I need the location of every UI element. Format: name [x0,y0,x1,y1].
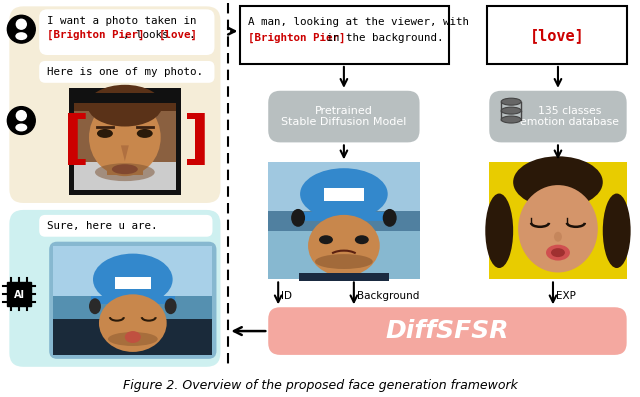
Text: , looks: , looks [123,30,175,40]
Text: [: [ [63,113,90,170]
Ellipse shape [546,245,570,260]
Ellipse shape [485,193,513,268]
FancyBboxPatch shape [39,215,212,237]
Bar [53,319,212,355]
Bar [53,296,212,321]
Bar [489,162,627,279]
Ellipse shape [315,254,372,269]
Bar [487,6,627,64]
Ellipse shape [513,156,603,208]
Ellipse shape [501,107,521,114]
Bar [115,278,151,289]
Bar [299,274,388,281]
Text: 135 classes
emotion database: 135 classes emotion database [520,106,620,127]
FancyBboxPatch shape [489,91,627,143]
FancyBboxPatch shape [268,91,420,143]
Circle shape [17,19,26,29]
Ellipse shape [603,193,630,268]
Ellipse shape [319,235,333,244]
Ellipse shape [99,294,166,352]
Bar [298,212,390,221]
Ellipse shape [89,99,161,176]
Bar [69,88,180,195]
Circle shape [17,111,26,121]
Text: in the background.: in the background. [320,33,444,43]
Bar [107,155,143,175]
Bar [8,282,31,306]
Ellipse shape [355,235,369,244]
Ellipse shape [97,129,113,138]
Text: Background: Background [357,291,419,301]
Text: AI: AI [14,290,25,300]
Text: ]: ] [182,113,209,170]
FancyBboxPatch shape [268,307,627,355]
Bar [74,93,175,111]
Text: [love]: [love] [529,28,584,42]
FancyBboxPatch shape [49,242,216,359]
Text: ID: ID [281,291,292,301]
Ellipse shape [15,123,28,131]
Circle shape [8,107,35,135]
Bar [268,162,420,279]
Ellipse shape [112,164,138,174]
Bar [91,296,175,304]
Ellipse shape [164,298,177,314]
Text: Sure, here u are.: Sure, here u are. [47,221,157,231]
Text: Figure 2. Overview of the proposed face generation framework: Figure 2. Overview of the proposed face … [123,379,517,392]
Text: Pretrained
Stable Diffusion Model: Pretrained Stable Diffusion Model [281,106,406,127]
Bar [69,88,180,195]
Ellipse shape [554,232,562,242]
Polygon shape [121,145,129,161]
Ellipse shape [551,248,565,257]
FancyBboxPatch shape [10,210,220,367]
Ellipse shape [137,129,153,138]
Text: A man, looking at the viewer, with: A man, looking at the viewer, with [248,17,469,27]
Bar [268,211,420,231]
Ellipse shape [518,185,598,272]
Bar [74,162,175,190]
FancyBboxPatch shape [10,6,220,203]
Bar [268,162,420,221]
Ellipse shape [88,85,162,127]
Ellipse shape [308,215,380,276]
Bar [74,93,175,190]
Ellipse shape [108,332,157,346]
Text: EXP: EXP [556,291,576,301]
Ellipse shape [300,168,388,220]
Ellipse shape [89,298,101,314]
Ellipse shape [93,254,173,305]
FancyBboxPatch shape [39,10,214,55]
Ellipse shape [383,209,397,227]
Text: [Brighton Pier]: [Brighton Pier] [47,30,145,40]
Bar [74,93,175,103]
FancyBboxPatch shape [39,61,214,83]
Text: I want a photo taken in: I want a photo taken in [47,16,196,26]
Text: .: . [189,30,195,40]
Ellipse shape [95,163,155,181]
Circle shape [8,15,35,43]
Ellipse shape [15,32,28,40]
Bar [324,188,364,201]
Text: Here is one of my photo.: Here is one of my photo. [47,67,203,77]
Bar [53,246,212,300]
Ellipse shape [501,98,521,105]
Bar [241,6,449,64]
Bar [329,270,359,281]
Text: DiffSFSR: DiffSFSR [386,319,509,343]
Ellipse shape [501,116,521,123]
Text: [Brighton Pier]: [Brighton Pier] [248,33,346,43]
Ellipse shape [125,331,141,343]
Ellipse shape [291,209,305,227]
Text: [love]: [love] [159,30,198,40]
